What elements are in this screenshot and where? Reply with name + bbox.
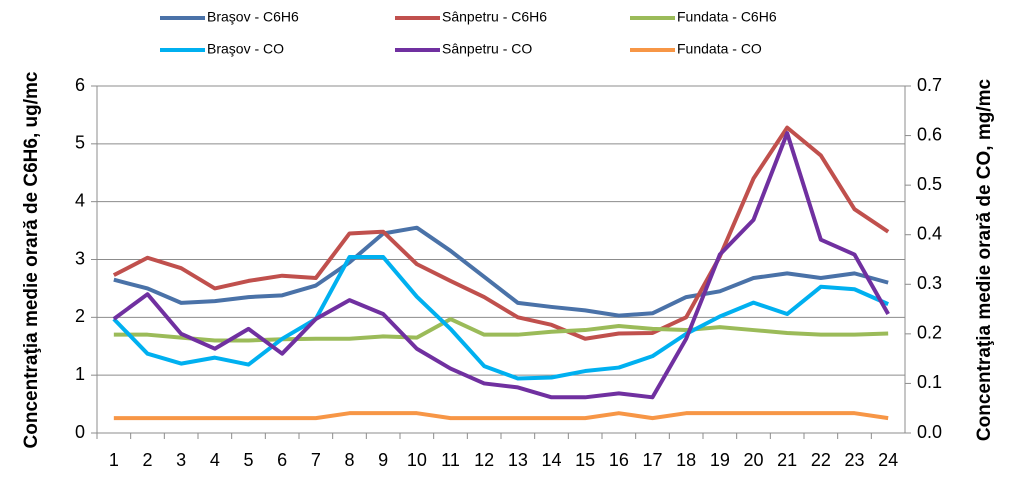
y-tick-label: 4 [75, 190, 85, 210]
y2-tick-label: 0.4 [917, 223, 942, 243]
legend-label: Sânpetru - C6H6 [442, 9, 547, 25]
legend-label: Sânpetru - CO [442, 41, 532, 57]
y2-tick-label: 0.2 [917, 323, 942, 343]
x-tick-label: 5 [243, 450, 253, 470]
y2-tick-label: 0.6 [917, 124, 942, 144]
y-tick-label: 3 [75, 248, 85, 268]
x-tick-label: 20 [743, 450, 763, 470]
series-line [112, 255, 889, 381]
x-tick-label: 21 [777, 450, 797, 470]
x-tick-label: 3 [176, 450, 186, 470]
y2-tick-label: 0.5 [917, 174, 942, 194]
x-tick-label: 24 [878, 450, 898, 470]
y-axis-title: Concentraţia medie orară de C6H6, ug/mc [21, 71, 42, 448]
x-tick-label: 16 [609, 450, 629, 470]
x-tick-label: 22 [811, 450, 831, 470]
y-tick-label: 0 [75, 422, 85, 442]
legend-label: Fundata - C6H6 [677, 9, 777, 25]
y-tick-label: 2 [75, 306, 85, 326]
x-tick-label: 6 [277, 450, 287, 470]
x-tick-label: 8 [344, 450, 354, 470]
x-tick-label: 11 [441, 450, 460, 470]
x-tick-label: 13 [508, 450, 528, 470]
series-line [113, 317, 889, 343]
x-tick-label: 4 [210, 450, 220, 470]
y-tick-label: 5 [75, 133, 85, 153]
x-tick-label: 14 [541, 450, 561, 470]
y2-tick-label: 0.0 [917, 422, 942, 442]
x-tick-label: 23 [844, 450, 864, 470]
x-tick-label: 12 [474, 450, 494, 470]
x-tick-label: 17 [642, 450, 662, 470]
x-tick-label: 19 [710, 450, 730, 470]
series-line [112, 131, 890, 400]
y2-tick-label: 0.1 [917, 372, 942, 392]
legend-label: Fundata - CO [677, 41, 762, 57]
x-tick-label: 1 [109, 450, 119, 470]
x-tick-label: 2 [142, 450, 152, 470]
x-tick-label: 9 [378, 450, 388, 470]
series-line [112, 125, 890, 341]
x-tick-label: 7 [311, 450, 321, 470]
y2-tick-label: 0.7 [917, 75, 942, 95]
legend-label: Braşov - C6H6 [207, 9, 299, 25]
series-line [113, 225, 889, 318]
y-tick-label: 6 [75, 75, 85, 95]
y2-tick-label: 0.3 [917, 273, 942, 293]
y-tick-label: 1 [75, 364, 85, 384]
x-tick-label: 15 [575, 450, 595, 470]
x-tick-label: 10 [407, 450, 427, 470]
legend-label: Braşov - CO [207, 41, 284, 57]
y2-axis-title: Concentraţia medie orară de CO, mg/mc [974, 78, 995, 441]
series-line [113, 411, 889, 421]
x-tick-label: 18 [676, 450, 696, 470]
